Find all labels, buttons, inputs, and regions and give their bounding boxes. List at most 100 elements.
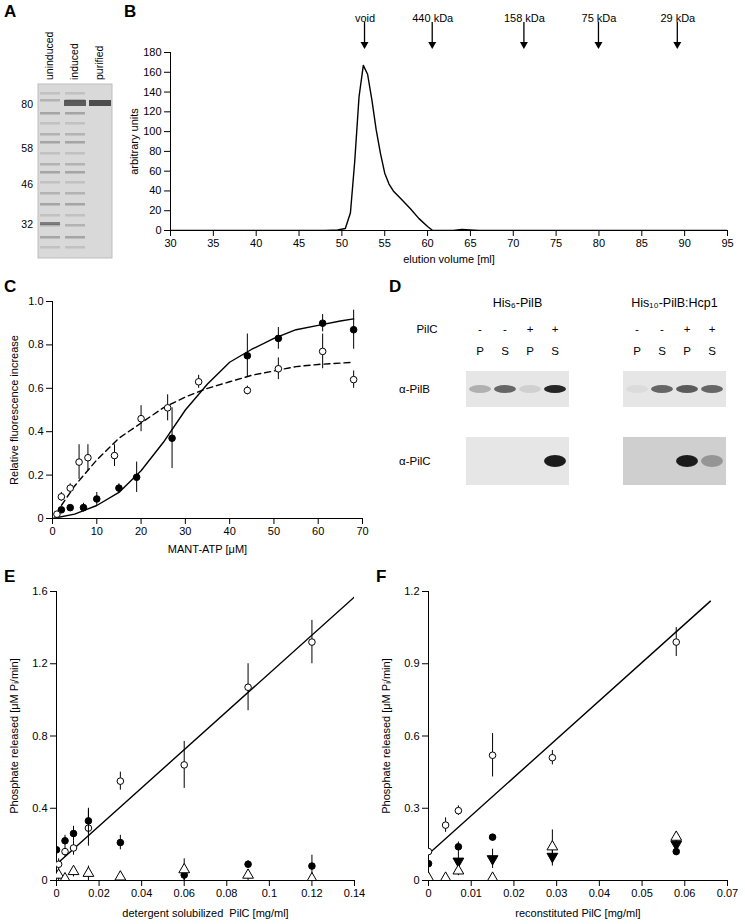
svg-text:P: P	[683, 345, 691, 357]
svg-text:60: 60	[312, 525, 324, 537]
svg-text:140: 140	[143, 86, 161, 98]
svg-text:1.0: 1.0	[28, 295, 43, 307]
svg-text:Relative fluorescence increase: Relative fluorescence increase	[8, 335, 20, 485]
svg-text:induced: induced	[68, 43, 80, 80]
svg-text:1.2: 1.2	[404, 585, 419, 597]
svg-text:50: 50	[268, 525, 280, 537]
svg-text:-: -	[503, 323, 507, 335]
svg-text:S: S	[708, 345, 716, 357]
svg-text:MANT-ATP [μM]: MANT-ATP [μM]	[168, 543, 247, 555]
svg-text:elution volume [ml]: elution volume [ml]	[403, 253, 495, 265]
svg-text:S: S	[501, 345, 509, 357]
svg-text:Phosphate released [μM Pᵢ/min]: Phosphate released [μM Pᵢ/min]	[8, 658, 20, 813]
svg-text:P: P	[633, 345, 641, 357]
svg-text:0.08: 0.08	[216, 887, 237, 899]
svg-text:uninduced: uninduced	[43, 31, 55, 80]
svg-text:0.3: 0.3	[404, 802, 419, 814]
svg-text:0.02: 0.02	[88, 887, 109, 899]
svg-text:55: 55	[379, 237, 391, 249]
svg-text:P: P	[526, 345, 534, 357]
svg-text:P: P	[476, 345, 484, 357]
svg-text:80: 80	[149, 145, 161, 157]
svg-text:1.6: 1.6	[32, 585, 47, 597]
svg-text:PilC: PilC	[416, 323, 437, 335]
svg-text:0.07: 0.07	[717, 887, 738, 899]
svg-text:158 kDa: 158 kDa	[504, 12, 546, 24]
svg-text:100: 100	[143, 125, 161, 137]
svg-text:0: 0	[37, 512, 43, 524]
svg-text:0.1: 0.1	[262, 887, 277, 899]
svg-text:180: 180	[143, 46, 161, 58]
svg-text:70: 70	[507, 237, 519, 249]
svg-text:20: 20	[149, 204, 161, 216]
svg-text:0.4: 0.4	[28, 425, 43, 437]
svg-text:0: 0	[53, 887, 59, 899]
svg-text:0.6: 0.6	[28, 382, 43, 394]
svg-text:arbitrary units: arbitrary units	[128, 108, 140, 175]
svg-text:40: 40	[149, 184, 161, 196]
svg-text:75: 75	[550, 237, 562, 249]
svg-text:+: +	[527, 323, 534, 335]
svg-text:-: -	[635, 323, 639, 335]
svg-text:0.06: 0.06	[674, 887, 695, 899]
svg-text:80: 80	[21, 98, 33, 110]
svg-text:detergent solubilized PilC [m: detergent solubilized PilC [mg/ml]	[122, 907, 288, 919]
svg-text:0: 0	[425, 887, 431, 899]
svg-text:58: 58	[21, 142, 33, 154]
svg-text:0.04: 0.04	[131, 887, 152, 899]
svg-text:46: 46	[21, 178, 33, 190]
svg-text:0: 0	[155, 224, 161, 236]
svg-text:70: 70	[356, 525, 368, 537]
svg-text:95: 95	[721, 237, 733, 249]
svg-text:50: 50	[336, 237, 348, 249]
svg-text:29 kDa: 29 kDa	[660, 12, 696, 24]
svg-text:0.12: 0.12	[301, 887, 322, 899]
svg-text:S: S	[658, 345, 666, 357]
svg-text:Phosphate released [μM Pᵢ/min]: Phosphate released [μM Pᵢ/min]	[380, 658, 392, 813]
svg-text:+: +	[684, 323, 691, 335]
svg-text:440 kDa: 440 kDa	[412, 12, 454, 24]
svg-text:60: 60	[421, 237, 433, 249]
svg-text:0.04: 0.04	[589, 887, 610, 899]
svg-text:65: 65	[464, 237, 476, 249]
svg-text:0.2: 0.2	[28, 469, 43, 481]
svg-text:0.4: 0.4	[32, 802, 47, 814]
svg-text:80: 80	[593, 237, 605, 249]
svg-text:0.8: 0.8	[28, 338, 43, 350]
svg-text:0.9: 0.9	[404, 657, 419, 669]
svg-text:0.01: 0.01	[461, 887, 482, 899]
svg-text:30: 30	[164, 237, 176, 249]
svg-text:20: 20	[135, 525, 147, 537]
svg-text:α-PilB: α-PilB	[399, 383, 430, 395]
svg-text:40: 40	[224, 525, 236, 537]
svg-text:0.6: 0.6	[404, 730, 419, 742]
svg-text:30: 30	[179, 525, 191, 537]
svg-text:+: +	[709, 323, 716, 335]
svg-text:S: S	[551, 345, 559, 357]
svg-text:-: -	[660, 323, 664, 335]
svg-text:α-PilC: α-PilC	[399, 455, 431, 467]
svg-text:32: 32	[21, 218, 33, 230]
svg-text:0.02: 0.02	[503, 887, 524, 899]
svg-text:+: +	[552, 323, 559, 335]
svg-text:0: 0	[413, 874, 419, 886]
svg-text:85: 85	[636, 237, 648, 249]
svg-text:60: 60	[149, 165, 161, 177]
svg-text:45: 45	[293, 237, 305, 249]
svg-text:90: 90	[679, 237, 691, 249]
svg-text:-: -	[478, 323, 482, 335]
svg-text:120: 120	[143, 105, 161, 117]
svg-text:160: 160	[143, 66, 161, 78]
svg-text:0.05: 0.05	[631, 887, 652, 899]
svg-text:35: 35	[207, 237, 219, 249]
svg-text:0.14: 0.14	[344, 887, 365, 899]
svg-text:reconstituted PilC [mg/ml]: reconstituted PilC [mg/ml]	[515, 907, 640, 919]
svg-text:75 kDa: 75 kDa	[582, 12, 618, 24]
svg-text:0.06: 0.06	[174, 887, 195, 899]
svg-text:40: 40	[250, 237, 262, 249]
svg-text:0.03: 0.03	[546, 887, 567, 899]
svg-text:purified: purified	[93, 45, 105, 80]
svg-text:0: 0	[49, 525, 55, 537]
svg-text:His₁₀-PilB:Hcp1: His₁₀-PilB:Hcp1	[631, 296, 718, 310]
svg-text:1.2: 1.2	[32, 657, 47, 669]
